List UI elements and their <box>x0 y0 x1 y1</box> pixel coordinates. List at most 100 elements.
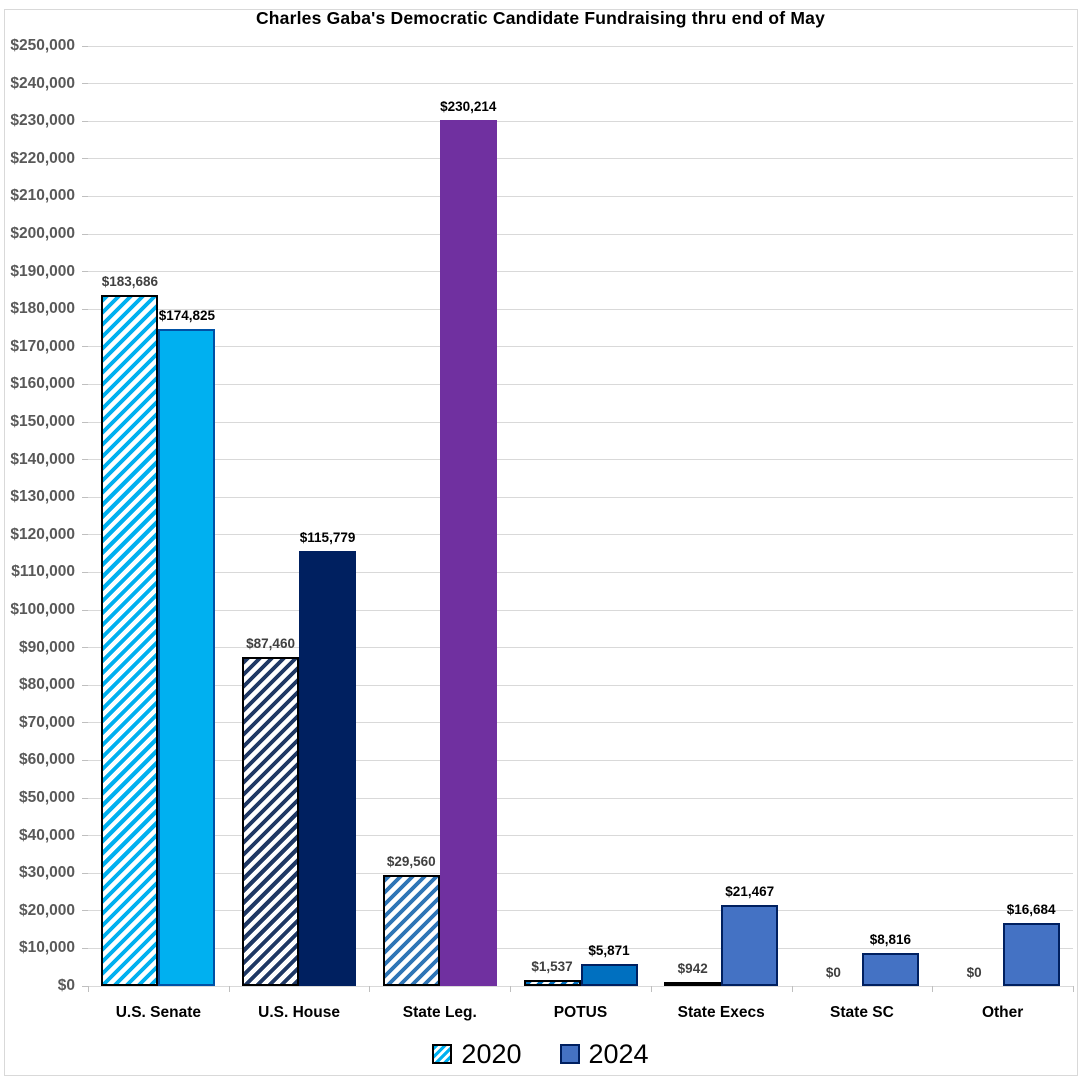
y-axis-tick <box>82 83 88 85</box>
y-tick-label: $40,000 <box>18 826 75 844</box>
bar-2020-potus <box>523 980 581 986</box>
bar-label-2020-potus: $1,537 <box>531 959 573 975</box>
y-tick-label: $250,000 <box>10 37 75 54</box>
bar-label-2024-state-sc: $8,816 <box>869 931 912 947</box>
x-axis-label-state-sc: State SC <box>830 1004 894 1021</box>
y-axis-tick <box>82 120 88 122</box>
gridline <box>88 496 1073 498</box>
gridline <box>88 421 1073 423</box>
gridline <box>88 985 1073 987</box>
gridline <box>88 571 1073 573</box>
y-axis-tick <box>82 496 88 498</box>
gridline <box>88 722 1073 724</box>
y-axis-tick <box>82 684 88 686</box>
bar-2024-u-s-house <box>299 550 357 986</box>
gridline <box>88 83 1073 85</box>
y-tick-label: $150,000 <box>10 413 75 430</box>
y-tick-label: $80,000 <box>18 676 75 694</box>
y-axis-tick <box>82 722 88 724</box>
x-axis-tick <box>650 986 652 992</box>
y-axis-tick <box>82 195 88 197</box>
bar-2020-state-leg <box>382 874 440 986</box>
y-tick-label: $20,000 <box>18 901 75 919</box>
x-axis-tick <box>1073 986 1074 992</box>
y-tick-label: $230,000 <box>10 112 75 130</box>
x-axis-tick <box>369 986 371 992</box>
x-axis-tick <box>932 986 934 992</box>
legend-item-2024: 2024 <box>559 1039 649 1069</box>
y-tick-label: $30,000 <box>18 864 75 882</box>
y-axis-tick <box>82 910 88 912</box>
chart-title: Charles Gaba's Democratic Candidate Fund… <box>255 8 826 28</box>
gridline <box>88 120 1073 122</box>
x-axis-tick <box>88 986 89 992</box>
y-axis-tick <box>82 947 88 949</box>
gridline <box>88 759 1073 761</box>
y-axis-tick <box>82 45 88 47</box>
y-axis-tick <box>82 609 88 611</box>
y-tick-label: $140,000 <box>10 450 75 468</box>
x-axis-label-state-execs: State Execs <box>677 1004 765 1021</box>
y-axis-tick <box>82 383 88 385</box>
y-axis-tick <box>82 759 88 761</box>
x-axis-tick <box>791 986 793 992</box>
bar-label-2020-other: $0 <box>966 965 982 980</box>
y-tick-label: $130,000 <box>10 488 75 506</box>
y-axis-tick <box>82 872 88 874</box>
y-axis-tick <box>82 308 88 310</box>
gridline <box>88 346 1073 348</box>
gridline <box>88 308 1073 310</box>
y-axis-tick <box>82 346 88 348</box>
legend-swatch-2024-icon <box>559 1044 580 1064</box>
gridline <box>88 647 1073 649</box>
gridline <box>88 947 1073 949</box>
y-tick-label: $90,000 <box>18 638 75 656</box>
legend-item-2020: 2020 <box>432 1039 522 1069</box>
legend-label-2020: 2020 <box>461 1039 522 1069</box>
y-tick-label: $160,000 <box>10 375 75 393</box>
y-tick-label: $120,000 <box>10 525 75 543</box>
y-axis-tick <box>82 158 88 160</box>
y-tick-label: $100,000 <box>10 601 75 618</box>
x-axis-tick <box>228 986 230 992</box>
y-tick-label: $200,000 <box>10 225 75 242</box>
bar-2024-u-s-senate <box>158 328 216 986</box>
y-tick-label: $180,000 <box>10 300 75 318</box>
bar-label-2020-state-leg: $29,560 <box>386 853 436 869</box>
gridline <box>88 233 1073 235</box>
gridline <box>88 684 1073 686</box>
x-axis-label-potus: POTUS <box>553 1004 608 1021</box>
y-tick-label: $10,000 <box>18 939 75 957</box>
gridline <box>88 609 1073 611</box>
bar-2024-state-leg <box>439 120 497 986</box>
gridline <box>88 158 1073 160</box>
y-tick-label: $210,000 <box>10 187 75 205</box>
bar-label-2024-state-execs: $21,467 <box>725 884 775 900</box>
x-axis-tick <box>510 986 512 992</box>
bar-2024-state-sc <box>861 952 919 986</box>
gridline <box>88 797 1073 799</box>
bar-label-2024-state-leg: $230,214 <box>440 99 497 115</box>
y-axis-tick <box>82 797 88 799</box>
gridline <box>88 835 1073 837</box>
bar-label-2020-state-sc: $0 <box>825 965 841 980</box>
y-tick-label: $170,000 <box>10 337 75 355</box>
bar-label-2020-u-s-house: $87,460 <box>246 636 295 652</box>
x-axis-label-state-leg: State Leg. <box>402 1004 477 1021</box>
bar-label-2020-state-execs: $942 <box>677 961 708 977</box>
gridline <box>88 45 1073 47</box>
y-axis-tick <box>82 271 88 273</box>
y-tick-label: $50,000 <box>18 789 75 806</box>
x-axis-label-u-s-house: U.S. House <box>258 1004 340 1021</box>
bar-2020-state-execs <box>664 982 722 987</box>
gridline <box>88 383 1073 385</box>
y-axis-tick <box>82 421 88 423</box>
bar-2024-potus <box>580 963 638 986</box>
bar-2024-state-execs <box>721 905 779 986</box>
legend: 2020 2024 <box>0 1033 1081 1075</box>
bar-label-2024-u-s-senate: $174,825 <box>158 307 215 323</box>
gridline <box>88 459 1073 461</box>
x-axis-label-other: Other <box>981 1004 1024 1021</box>
gridline <box>88 872 1073 874</box>
